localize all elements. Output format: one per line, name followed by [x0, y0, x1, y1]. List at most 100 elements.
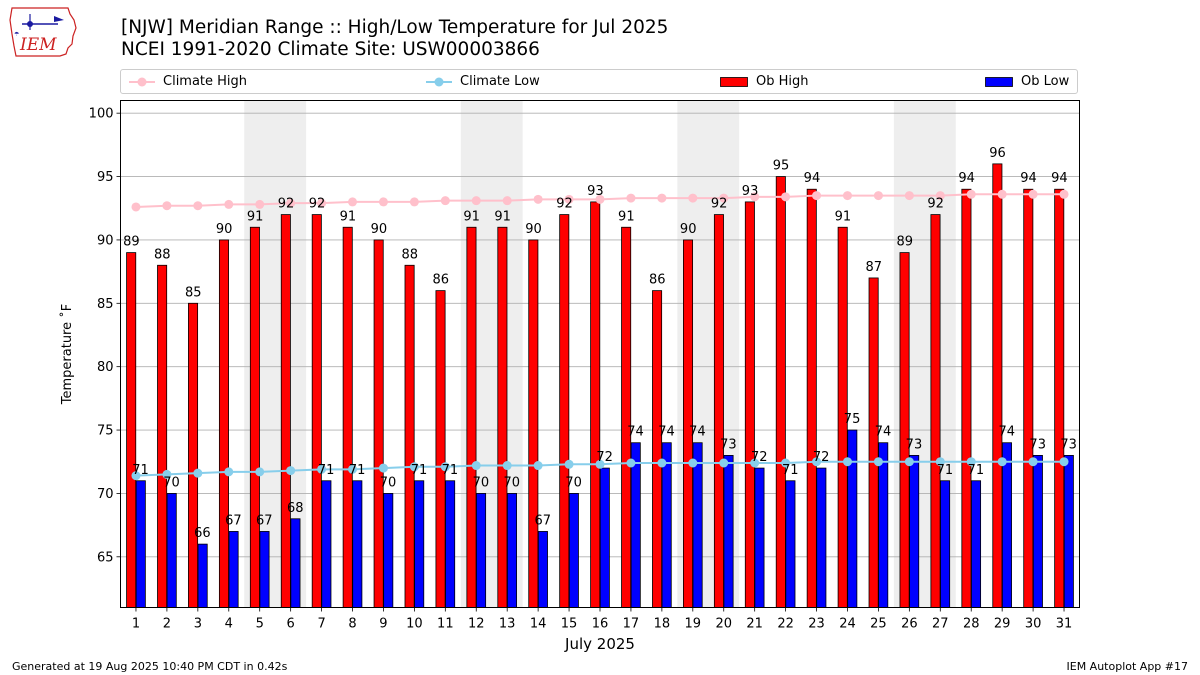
- x-tick-label: 14: [530, 617, 547, 632]
- svg-text:☂: ☂: [14, 31, 20, 38]
- climate-low-point: [193, 468, 203, 478]
- ob-high-label: 92: [278, 197, 295, 212]
- climate-high-point: [873, 191, 883, 201]
- ob-high-bar: [218, 239, 229, 608]
- ob-low-bar: [352, 480, 363, 608]
- x-tick-label: 17: [623, 617, 640, 632]
- ob-low-bar: [506, 493, 517, 608]
- chart-legend: Climate High Climate Low Ob High Ob Low: [120, 69, 1078, 94]
- climate-high-point: [657, 193, 667, 203]
- x-tick-label: 5: [256, 617, 264, 632]
- ob-low-bar: [445, 480, 456, 608]
- climate-high-point: [688, 193, 698, 203]
- climate-low-point: [1028, 457, 1038, 467]
- ob-low-label: 67: [256, 513, 273, 528]
- ob-high-bar: [590, 201, 601, 608]
- ob-low-label: 75: [844, 412, 861, 427]
- climate-low-point: [533, 461, 543, 471]
- ob-low-bar: [630, 442, 641, 608]
- climate-high-point: [131, 202, 141, 212]
- climate-high-point: [193, 201, 203, 211]
- ob-low-label: 71: [318, 463, 335, 478]
- ob-high-label: 90: [680, 222, 697, 237]
- ob-high-label: 93: [742, 184, 759, 199]
- x-tick-label: 28: [963, 617, 980, 632]
- climate-high-point: [935, 191, 945, 201]
- climate-low-point: [997, 457, 1007, 467]
- ob-low-bar: [940, 480, 951, 608]
- ob-high-label: 85: [185, 285, 202, 300]
- ob-low-label: 74: [689, 425, 706, 440]
- ob-high-label: 90: [525, 222, 542, 237]
- climate-high-point: [750, 192, 760, 202]
- ob-low-label: 71: [968, 463, 985, 478]
- ob-low-bar: [909, 454, 920, 608]
- ob-high-label: 92: [556, 197, 573, 212]
- ob-low-label: 68: [287, 501, 304, 516]
- ob-high-bar: [126, 252, 137, 608]
- ob-low-label: 70: [163, 475, 180, 490]
- climate-low-point: [812, 457, 822, 467]
- ob-low-bar: [135, 480, 146, 608]
- climate-high-point: [812, 191, 822, 201]
- ob-high-bar: [497, 226, 508, 608]
- x-tick-label: 12: [468, 617, 485, 632]
- climate-high-point: [378, 197, 388, 207]
- ob-high-label: 91: [835, 209, 852, 224]
- ob-high-bar: [157, 264, 168, 608]
- x-tick-label: 1: [132, 617, 140, 632]
- ob-low-label: 67: [534, 513, 551, 528]
- ob-high-bar: [528, 239, 539, 608]
- climate-high-point: [317, 198, 327, 208]
- iem-logo: ☂ IEM: [9, 7, 77, 57]
- ob-high-label: 96: [989, 146, 1006, 161]
- x-tick-label: 29: [994, 617, 1011, 632]
- ob-low-label: 71: [349, 463, 366, 478]
- ob-high-bar: [621, 226, 632, 608]
- ob-low-bar: [692, 442, 703, 608]
- ob-low-label: 71: [937, 463, 954, 478]
- footer-app-label: IEM Autoplot App #17: [1066, 660, 1189, 673]
- ob-high-bar: [961, 188, 972, 608]
- ob-high-label: 91: [340, 209, 357, 224]
- climate-low-point: [131, 471, 141, 481]
- ob-low-bar: [1063, 454, 1074, 608]
- climate-low-point: [348, 464, 358, 474]
- ob-high-label: 89: [123, 235, 140, 250]
- ob-low-bar: [661, 442, 672, 608]
- legend-item-climate-low: Climate Low: [426, 70, 540, 93]
- ob-high-bar: [559, 214, 570, 608]
- ob-high-label: 94: [1051, 171, 1068, 186]
- ob-low-bar: [228, 531, 239, 608]
- climate-high-point: [255, 199, 265, 209]
- ob-low-bar: [754, 467, 765, 608]
- climate-low-point: [904, 457, 914, 467]
- x-tick-label: 26: [901, 617, 918, 632]
- legend-swatch-ob-low: [985, 76, 1013, 87]
- ob-low-bar: [878, 442, 889, 608]
- x-tick-label: 11: [437, 617, 454, 632]
- x-tick-label: 9: [379, 617, 387, 632]
- y-tick-label: 100: [89, 107, 114, 122]
- ob-low-label: 70: [380, 475, 397, 490]
- ob-high-bar: [249, 226, 260, 608]
- ob-low-bar: [166, 493, 177, 608]
- climate-high-point: [1028, 189, 1038, 199]
- x-tick-label: 6: [287, 617, 295, 632]
- ob-low-bar: [259, 531, 270, 608]
- ob-high-label: 91: [618, 209, 635, 224]
- ob-low-bar: [599, 467, 610, 608]
- climate-low-point: [502, 461, 512, 471]
- ob-low-label: 71: [411, 463, 428, 478]
- ob-high-label: 86: [432, 273, 449, 288]
- climate-high-point: [626, 193, 636, 203]
- climate-low-point: [873, 457, 883, 467]
- ob-high-label: 94: [804, 171, 821, 186]
- ob-low-label: 67: [225, 513, 242, 528]
- x-tick-label: 13: [499, 617, 516, 632]
- ob-low-bar: [785, 480, 796, 608]
- ob-high-bar: [992, 163, 1003, 608]
- y-tick-label: 85: [97, 297, 114, 312]
- climate-high-point: [966, 189, 976, 199]
